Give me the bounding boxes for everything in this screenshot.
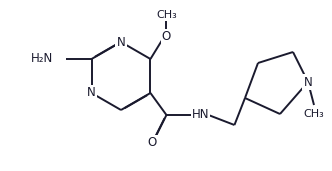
Text: HN: HN [192, 109, 209, 122]
Text: N: N [87, 87, 96, 100]
Text: CH₃: CH₃ [156, 10, 177, 20]
Text: CH₃: CH₃ [304, 109, 324, 119]
Text: N: N [304, 76, 312, 89]
Text: N: N [117, 36, 125, 49]
Text: O: O [162, 30, 171, 43]
Text: H₂N: H₂N [31, 52, 53, 65]
Text: O: O [148, 136, 157, 149]
